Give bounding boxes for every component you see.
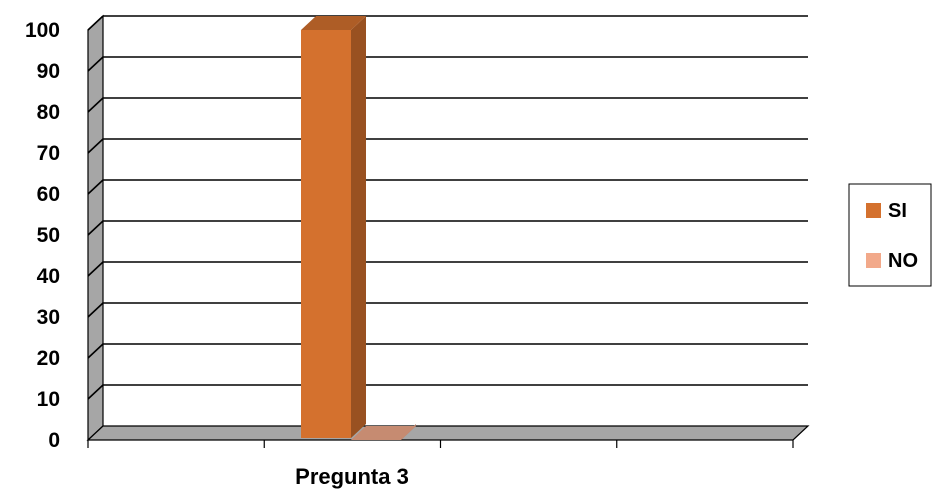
bar-no	[351, 424, 416, 440]
bar-top	[351, 426, 416, 440]
gridline-side	[87, 220, 104, 236]
gridline-side	[87, 97, 104, 113]
x-axis: Pregunta 3	[87, 440, 794, 489]
gridline-side	[87, 179, 104, 195]
y-tick-label: 10	[37, 388, 60, 411]
gridline-side	[87, 343, 104, 359]
y-tick-label: 40	[37, 265, 60, 288]
gridlines	[87, 15, 808, 400]
legend-label: NO	[888, 250, 918, 272]
gridline-side	[87, 138, 104, 154]
y-tick-label: 90	[37, 60, 60, 83]
legend-box	[848, 183, 932, 287]
gridline-side	[87, 56, 104, 72]
y-tick-label: 80	[37, 101, 60, 124]
floor	[86, 425, 810, 441]
legend-label: SI	[888, 200, 907, 222]
gridline-side	[87, 15, 104, 31]
bar-front	[301, 30, 351, 438]
legend-swatch	[866, 203, 881, 218]
bar-side	[351, 16, 366, 438]
y-tick-label: 50	[37, 224, 60, 247]
gridline-side	[87, 384, 104, 400]
legend: SI NO	[848, 183, 932, 287]
y-tick-label: 20	[37, 347, 60, 370]
y-tick-label: 100	[25, 19, 60, 42]
y-tick-label: 30	[37, 306, 60, 329]
bars	[301, 16, 416, 440]
x-category-label: Pregunta 3	[295, 464, 409, 489]
legend-swatch	[866, 253, 881, 268]
gridline-side	[87, 261, 104, 277]
y-tick-label: 70	[37, 142, 60, 165]
bar-si	[301, 16, 366, 438]
y-tick-label: 60	[37, 183, 60, 206]
bar-top	[301, 16, 366, 30]
y-axis-ticks: 0 10 20 30 40 50 60 70 80 90 100	[25, 19, 60, 452]
y-tick-label: 0	[48, 429, 60, 452]
chart-walls	[86, 14, 810, 442]
gridline-side	[87, 302, 104, 318]
